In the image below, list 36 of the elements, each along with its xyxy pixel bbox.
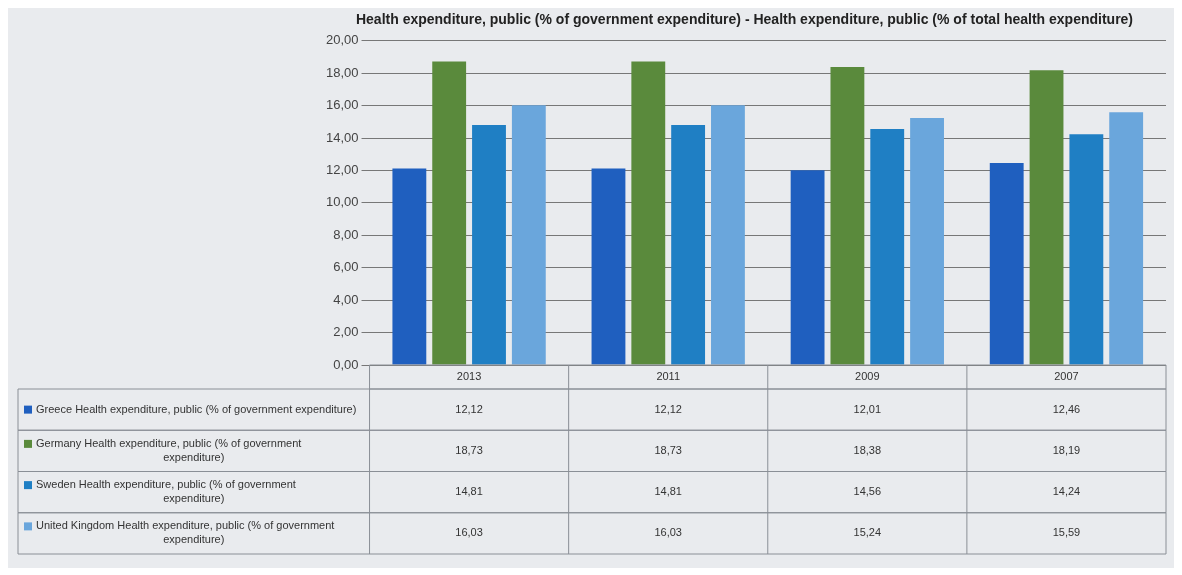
y-tick-label: 20,00 — [325, 32, 359, 48]
legend-label: United Kingdom Health expenditure, public (% of government expenditure) — [36, 519, 335, 546]
y-tick-label: 6,00 — [333, 259, 359, 275]
x-tick-label: 2013 — [456, 370, 482, 383]
data-label: 15,59 — [1052, 526, 1081, 539]
data-label: 14,56 — [853, 485, 882, 498]
data-label: 16,03 — [455, 526, 483, 539]
y-tick-label: 12,00 — [325, 162, 359, 178]
y-tick-label: 0,00 — [333, 356, 359, 372]
y-tick-label: 14,00 — [325, 129, 359, 145]
data-label: 12,12 — [455, 402, 483, 415]
x-tick-label: 2009 — [855, 370, 880, 383]
data-label: 14,81 — [654, 485, 682, 498]
x-tick-label: 2007 — [1054, 370, 1079, 383]
data-label: 12,12 — [654, 402, 682, 415]
y-tick-label: 10,00 — [325, 194, 359, 210]
legend-label: Greece Health expenditure, public (% of government expenditure) — [36, 402, 357, 415]
y-tick-label: 4,00 — [333, 291, 359, 307]
chart-title: Health expenditure, public (% of government expenditure) - Health expenditure, public (% of total health expenditure) — [355, 11, 1134, 28]
data-label: 18,38 — [853, 443, 882, 456]
data-label: 18,73 — [654, 443, 682, 456]
y-tick-label: 2,00 — [333, 324, 359, 340]
y-tick-label: 16,00 — [325, 97, 359, 113]
data-label: 18,19 — [1052, 443, 1081, 456]
data-label: 15,24 — [853, 526, 882, 539]
data-label: 14,24 — [1052, 485, 1081, 498]
x-tick-label: 2011 — [656, 370, 681, 383]
legend-label: Sweden Health expenditure, public (% of government expenditure) — [36, 478, 296, 505]
data-label: 12,46 — [1052, 402, 1081, 415]
y-tick-label: 18,00 — [325, 64, 359, 80]
data-label: 16,03 — [654, 526, 682, 539]
data-label: 12,01 — [853, 402, 882, 415]
legend-label: Germany Health expenditure, public (% of government expenditure) — [36, 436, 302, 463]
y-tick-label: 8,00 — [333, 226, 359, 242]
data-label: 18,73 — [455, 443, 483, 456]
data-label: 14,81 — [455, 485, 483, 498]
